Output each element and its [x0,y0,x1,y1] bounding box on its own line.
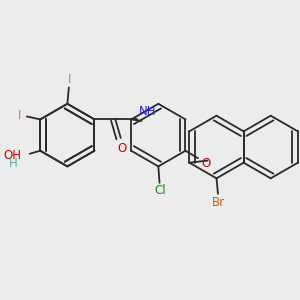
Text: O: O [118,142,127,155]
Text: I: I [18,110,21,122]
Text: Cl: Cl [154,184,166,197]
Text: OH: OH [4,149,22,162]
Text: H: H [9,157,18,170]
Text: NH: NH [139,105,157,118]
Text: O: O [202,157,211,170]
Text: Br: Br [212,196,225,209]
Text: I: I [68,74,71,86]
